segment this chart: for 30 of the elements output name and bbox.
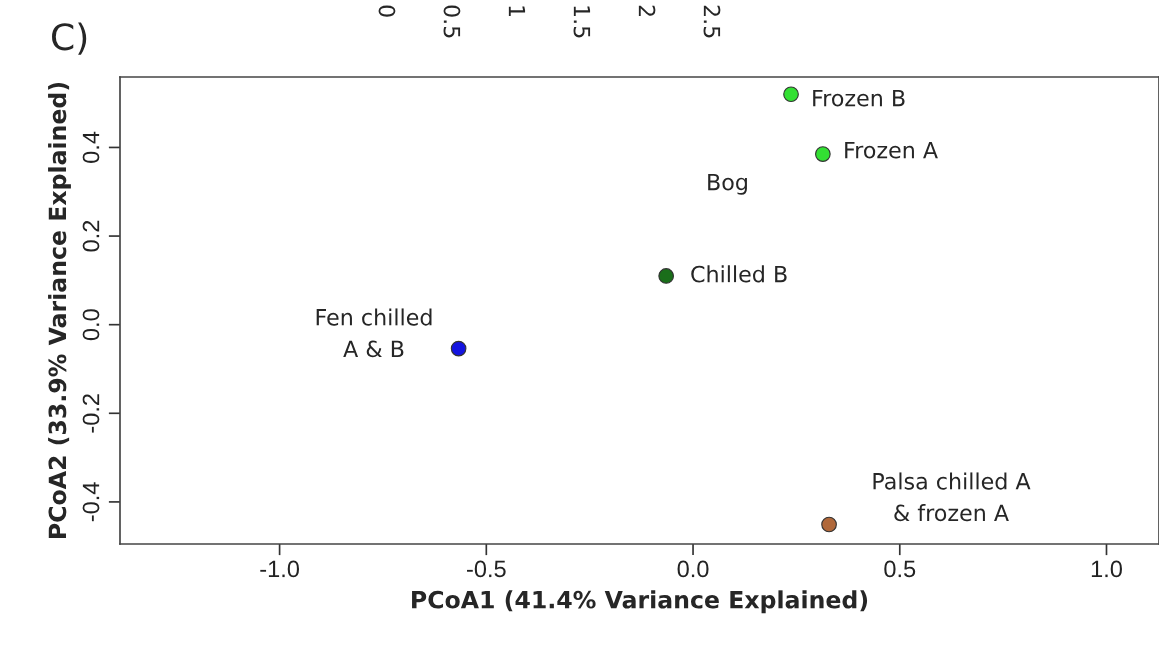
text: C) <box>52 22 87 55</box>
text: 1.5 <box>573 6 591 38</box>
y-tick-label: -0.4 <box>82 482 100 522</box>
annotation: Bog <box>708 173 747 195</box>
text: 2.5 <box>703 5 721 38</box>
annotation: Palsa chilled A & frozen A <box>873 472 1031 522</box>
annotation: Fen chilled A & B <box>316 308 432 358</box>
point <box>658 268 675 284</box>
x-tick-label: -1.0 <box>260 560 300 578</box>
text: 0.5 <box>443 5 461 38</box>
y-tick-label: 0.4 <box>82 131 100 163</box>
x-axis-title: PCoA1 (41.4% Variance Explained) <box>412 590 868 614</box>
y-tick-label: -0.2 <box>82 394 100 433</box>
point <box>821 516 837 533</box>
x-tick-label: 0.5 <box>884 560 916 578</box>
y-tick-label: 0.0 <box>82 309 100 341</box>
x-tick-label: 1.0 <box>1091 560 1122 578</box>
y-axis-title: PCoA2 (33.9% Variance Explained) <box>48 82 71 538</box>
text: 1 <box>508 6 526 17</box>
y-tick-label: 0.2 <box>82 220 100 252</box>
x-tick-label: -0.5 <box>467 560 506 578</box>
annotation: Chilled B <box>691 265 787 283</box>
annotation: Frozen B <box>813 89 905 107</box>
point <box>815 146 831 162</box>
point <box>450 340 467 357</box>
x-tick-label: 0.0 <box>677 560 709 578</box>
point <box>783 86 799 103</box>
text: 2 <box>638 5 656 16</box>
annotation: Frozen A <box>845 141 938 159</box>
text: 0 <box>378 5 396 17</box>
